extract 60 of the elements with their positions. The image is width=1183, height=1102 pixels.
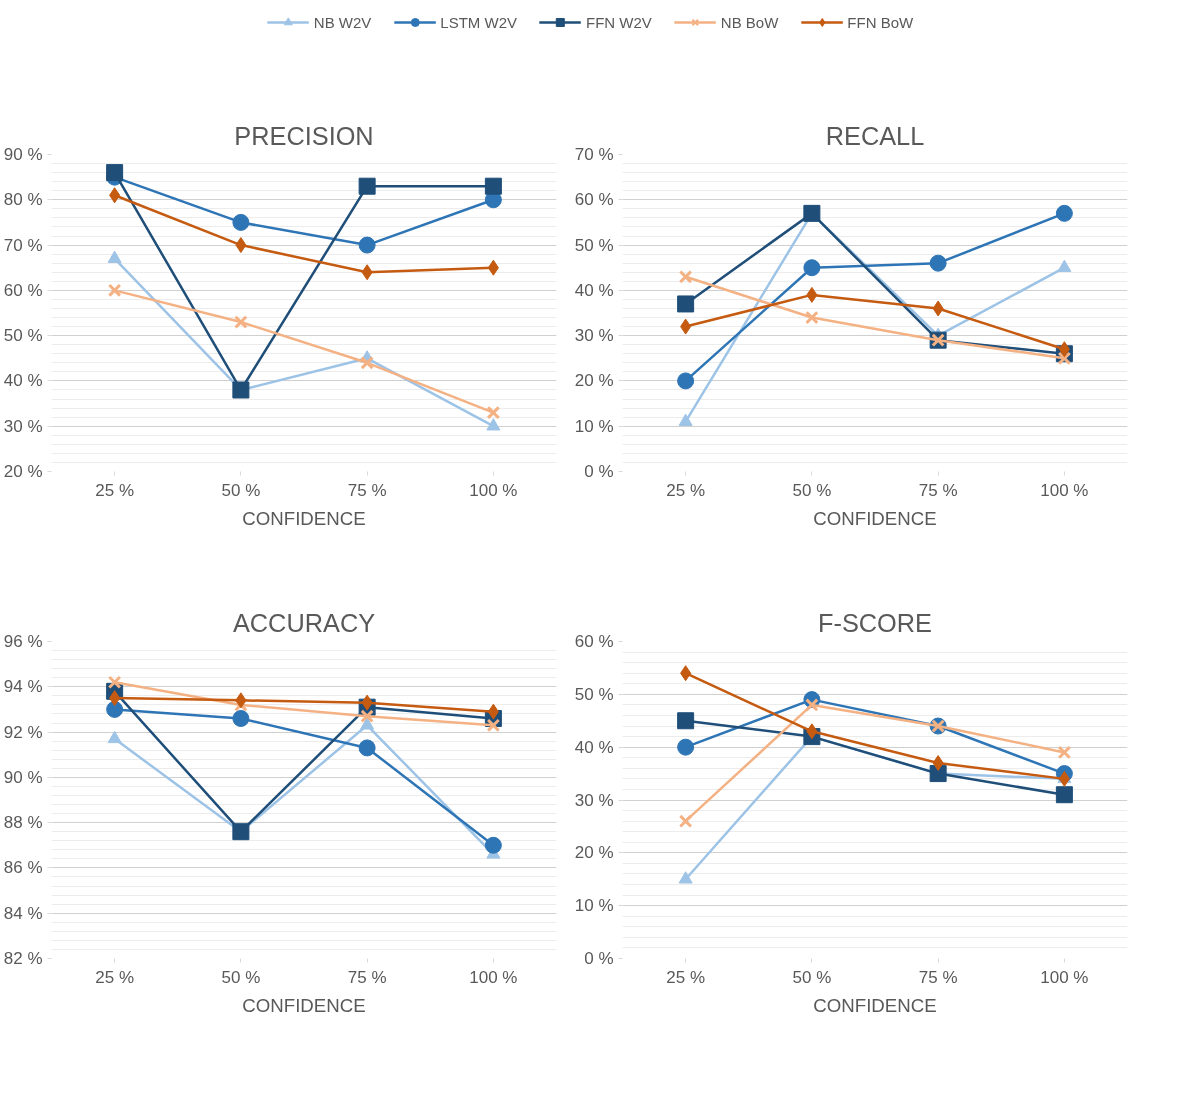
chart-title: ACCURACY (232, 608, 376, 637)
x-tick-label: 75 % (918, 967, 958, 987)
x-tick-label: 25 % (666, 480, 705, 500)
y-tick-label: 30 % (574, 326, 614, 346)
y-tick-label: 60 % (574, 190, 614, 210)
legend-label: NB BoW (720, 13, 779, 31)
y-tick-label: 88 % (3, 813, 43, 833)
y-tick-label: 84 % (3, 903, 43, 923)
y-tick-label: 94 % (3, 677, 43, 697)
x-tick-label: 75 % (347, 967, 387, 987)
x-axis-title: CONFIDENCE (242, 994, 366, 1016)
y-tick-label: 86 % (3, 858, 43, 878)
x-tick-label: 100 % (1040, 480, 1089, 500)
x-axis-title: CONFIDENCE (242, 507, 366, 529)
y-tick-label: 30 % (3, 416, 43, 436)
x-tick-label: 25 % (95, 480, 134, 500)
x-tick-label: 100 % (469, 480, 518, 500)
x-tick-label: 100 % (1040, 967, 1089, 987)
y-tick-label: 40 % (3, 371, 43, 391)
y-tick-label: 20 % (3, 462, 43, 481)
y-tick-label: 10 % (574, 416, 614, 436)
y-tick-label: 90 % (3, 767, 43, 787)
y-tick-label: 60 % (574, 632, 614, 651)
x-tick-label: 50 % (792, 480, 832, 500)
y-tick-label: 0 % (584, 462, 614, 481)
y-tick-label: 30 % (574, 790, 614, 810)
x-tick-label: 50 % (221, 480, 261, 500)
y-tick-label: 90 % (3, 145, 43, 164)
x-axis-title: CONFIDENCE (813, 994, 937, 1016)
y-tick-label: 80 % (3, 190, 43, 210)
chart-title: F-SCORE (818, 608, 932, 637)
x-axis-title: CONFIDENCE (813, 507, 937, 529)
legend-label: FFN W2V (586, 13, 652, 31)
y-tick-label: 70 % (574, 145, 614, 164)
y-tick-label: 60 % (3, 280, 43, 300)
x-tick-label: 75 % (918, 480, 958, 500)
x-tick-label: 50 % (792, 967, 832, 987)
legend-label: LSTM W2V (440, 13, 517, 31)
y-tick-label: 0 % (584, 949, 614, 968)
y-tick-label: 50 % (574, 684, 614, 704)
y-tick-label: 10 % (574, 896, 614, 916)
y-tick-label: 20 % (574, 371, 614, 391)
y-tick-label: 82 % (3, 949, 43, 968)
y-tick-label: 70 % (3, 235, 43, 255)
y-tick-label: 92 % (3, 722, 43, 742)
y-tick-label: 50 % (3, 326, 43, 346)
legend-label: NB W2V (313, 13, 372, 31)
y-tick-label: 40 % (574, 737, 614, 757)
y-tick-label: 20 % (574, 843, 614, 863)
x-tick-label: 50 % (221, 967, 261, 987)
y-tick-label: 50 % (574, 235, 614, 255)
chart-title: RECALL (825, 121, 925, 150)
x-tick-label: 25 % (95, 967, 134, 987)
legend-label: FFN BoW (847, 13, 914, 31)
y-tick-label: 96 % (3, 632, 43, 651)
x-tick-label: 75 % (347, 480, 387, 500)
x-tick-label: 100 % (469, 967, 518, 987)
chart-title: PRECISION (234, 121, 374, 150)
x-tick-label: 25 % (666, 967, 705, 987)
y-tick-label: 40 % (574, 280, 614, 300)
